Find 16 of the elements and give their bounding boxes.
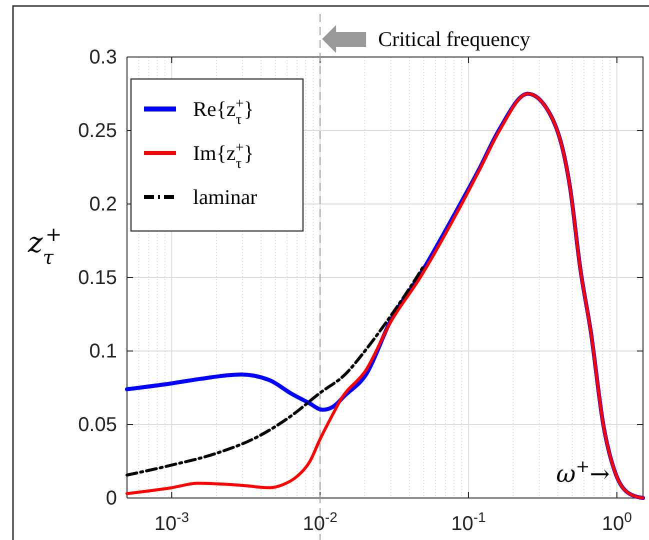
y-tick-label: 0.2 [89, 193, 117, 216]
legend-label: Re{z$_{τ}$$^{+}$} [193, 96, 254, 128]
legend-label: laminar [193, 185, 258, 209]
x-tick-label: 10$^{0}$ [602, 509, 632, 536]
y-tick-label: 0 [106, 487, 117, 510]
y-tick-label: 0.1 [89, 340, 117, 362]
y-tick-label: 0.25 [78, 120, 117, 142]
x-tick-label: 10$^{-3}$ [154, 509, 190, 536]
legend-label: Im{z$_{τ}$$^{+}$} [193, 140, 254, 172]
y-tick-label: 0.3 [89, 46, 117, 68]
x-tick-label: 10$^{-1}$ [451, 509, 486, 536]
y-tick-label: 0.05 [78, 414, 117, 436]
y-tick-label: 0.15 [78, 266, 117, 289]
x-axis-title: ω$^{+}$→ [556, 456, 610, 488]
x-tick-label: 10$^{-2}$ [302, 509, 338, 536]
ref-line-label: Critical frequency [378, 27, 531, 51]
